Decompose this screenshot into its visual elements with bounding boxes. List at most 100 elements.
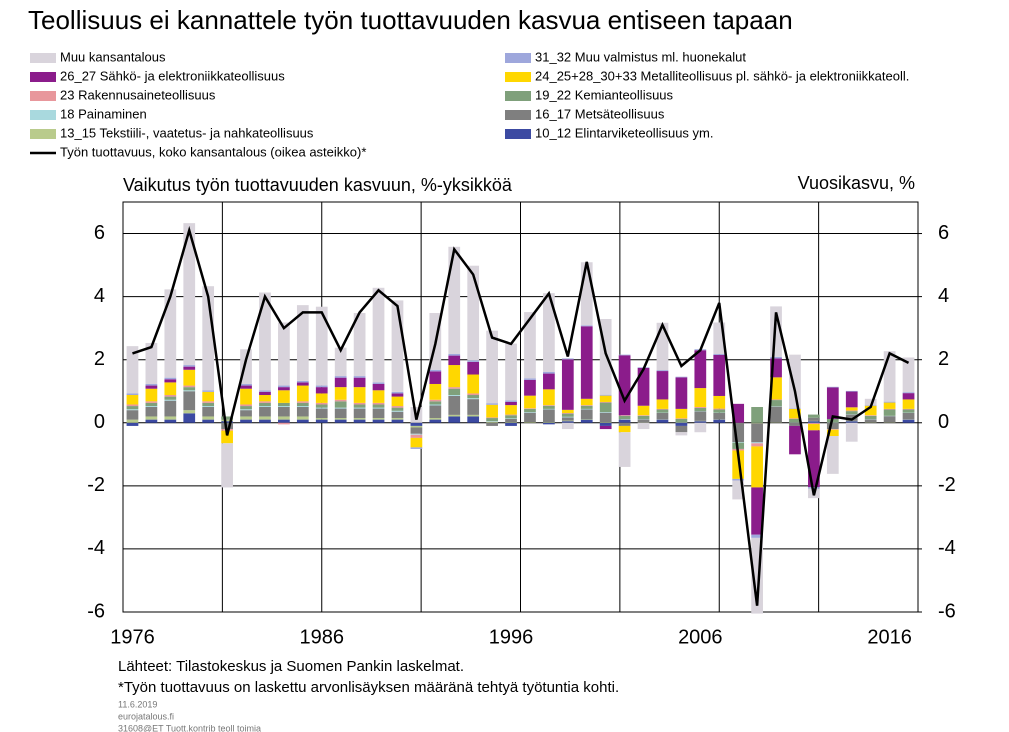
bar-segment xyxy=(675,422,688,426)
x-tick-label: 2006 xyxy=(678,626,723,648)
bar-segment xyxy=(543,293,555,372)
line xyxy=(132,225,910,606)
bar-segment xyxy=(334,387,347,400)
bar-segment xyxy=(240,416,252,420)
bar-segment xyxy=(296,402,309,407)
bar-segment xyxy=(240,388,252,405)
bar-segment xyxy=(751,423,763,443)
bar-segment xyxy=(694,411,707,421)
bar-segment xyxy=(202,416,215,420)
bar-segment xyxy=(410,427,423,434)
bar-segment xyxy=(164,400,177,417)
bar-segment xyxy=(808,414,820,418)
bar-segment xyxy=(448,414,461,417)
bar-segment xyxy=(334,407,347,409)
bar-segment xyxy=(656,399,669,409)
bar-segment xyxy=(902,392,915,394)
bar-segment xyxy=(202,401,215,403)
bar-segment xyxy=(391,396,404,407)
legend-label: 13_15 Tekstiili-, vaatetus- ja nahkateol… xyxy=(60,125,314,140)
bar-segment xyxy=(334,418,347,420)
bar-segment xyxy=(145,402,158,407)
bar-segment xyxy=(391,418,404,420)
bar-segment xyxy=(259,395,271,402)
bar-segment xyxy=(845,422,858,442)
bar-segment xyxy=(826,436,839,474)
y-tick-label: 0 xyxy=(94,411,105,433)
bar-segment xyxy=(808,421,820,423)
bar-segment xyxy=(315,407,328,409)
bar-segment xyxy=(240,409,252,411)
bar-segment xyxy=(543,405,555,409)
legend-swatch xyxy=(505,72,531,82)
bar-segment xyxy=(599,422,612,423)
bar-segment xyxy=(296,382,309,386)
bar-segment xyxy=(145,407,158,417)
bar-segment xyxy=(221,419,233,422)
bar-segment xyxy=(183,391,196,411)
bar-segment xyxy=(410,447,423,449)
bar-segment xyxy=(202,406,215,407)
bar-segment xyxy=(448,388,461,396)
bar-segment xyxy=(770,356,782,359)
bar-segment xyxy=(126,419,139,423)
bar-segment xyxy=(599,425,612,430)
bar-segment xyxy=(845,391,858,408)
bar-segment xyxy=(656,322,669,371)
y-tick-label: -4 xyxy=(87,537,105,559)
bar-segment xyxy=(732,442,745,443)
bar-segment xyxy=(278,390,290,403)
bar-segment xyxy=(259,419,271,423)
bar-segment xyxy=(883,351,896,402)
bar-segment xyxy=(561,421,574,423)
bar-segment xyxy=(202,407,215,417)
bar-segment xyxy=(221,416,233,420)
y2-tick-label: 4 xyxy=(938,285,949,307)
legend-swatch xyxy=(30,91,56,101)
bar-segment xyxy=(391,393,404,397)
bar-segment xyxy=(391,407,404,411)
y2-tick-label: 0 xyxy=(938,411,949,433)
bar-segment xyxy=(656,371,669,400)
bar-segment xyxy=(391,410,404,412)
bar-segment xyxy=(826,429,839,437)
bar-segment xyxy=(751,534,763,538)
x-tick-label: 2016 xyxy=(867,626,912,648)
bar-segment xyxy=(524,378,536,380)
bar-segment xyxy=(391,300,404,392)
bar-segment xyxy=(145,406,158,407)
legend-swatch xyxy=(505,110,531,120)
bar-segment xyxy=(145,388,158,402)
y-tick-label: -2 xyxy=(87,474,105,496)
bar-segment xyxy=(296,305,309,381)
bar-segment xyxy=(826,422,839,430)
bar-segment xyxy=(410,422,423,426)
bar-segment xyxy=(845,390,858,392)
bar-segment xyxy=(543,371,555,374)
bar-segment xyxy=(713,409,726,413)
y-tick-label: 4 xyxy=(94,285,105,307)
bar-segment xyxy=(789,354,801,409)
bar-segment xyxy=(864,415,877,416)
bar-segment xyxy=(902,419,915,423)
bar-segment xyxy=(372,408,385,419)
bar-segment xyxy=(524,395,536,409)
legend-label: 16_17 Metsäteollisuus xyxy=(535,106,665,121)
bar-segment xyxy=(221,443,233,488)
bar-segment xyxy=(637,415,650,416)
x-tick-label: 1986 xyxy=(300,626,345,648)
bar-segment xyxy=(543,422,555,425)
bar-segment xyxy=(599,412,612,413)
legend-label: 19_22 Kemianteollisuus xyxy=(535,87,674,102)
bar-segment xyxy=(410,437,423,448)
bar-segment xyxy=(334,347,347,377)
bar-segment xyxy=(391,406,404,408)
legend-label: Muu kansantalous xyxy=(60,49,166,64)
legend-swatch xyxy=(30,129,56,139)
bar-segment xyxy=(656,408,669,410)
bar-segment xyxy=(580,408,593,410)
bar-segment xyxy=(353,419,366,423)
bar-segment xyxy=(675,432,688,436)
